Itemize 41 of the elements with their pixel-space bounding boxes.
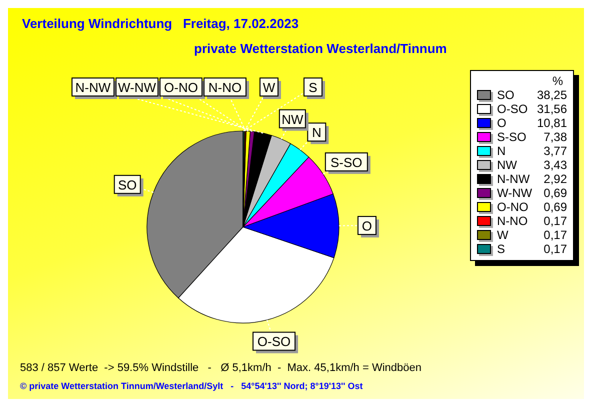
data-label: 2,92 xyxy=(544,172,567,186)
data-label: 0,17 xyxy=(544,214,567,228)
legend-label: N xyxy=(497,144,507,158)
chart-title: Verteilung Windrichtung Freitag, 17.02.2023 xyxy=(22,16,299,31)
data-label: 10,81 xyxy=(536,116,567,130)
legend-label: O-NO xyxy=(497,200,530,214)
slice-label: NW xyxy=(282,112,304,127)
data-label: 0,17 xyxy=(544,242,567,256)
text: 583 / 857 Werte -> 59.5% Windstille - Ø 5,1km/h - Max. 45,1km/h = Windböen xyxy=(20,362,422,374)
text: © private Wetterstation Tinnum/Westerland/Sylt - 54°54'13'' Nord; 8°19'13'' Ost xyxy=(20,381,363,391)
legend-label: N-NW xyxy=(497,172,531,186)
legend-label: SO xyxy=(497,88,516,102)
legend-label: O-SO xyxy=(497,102,529,116)
legend-title: % xyxy=(551,74,564,88)
slice-label: N-NO xyxy=(208,80,242,95)
legend-label: O xyxy=(497,116,508,130)
slice-label: O-SO xyxy=(257,334,291,350)
legend-label: NW xyxy=(497,158,518,172)
slice-label: S-SO xyxy=(330,154,362,170)
data-label: 7,38 xyxy=(544,130,567,144)
data-label: 3,43 xyxy=(544,158,567,172)
slice-label: O xyxy=(362,218,372,234)
slice-label: N-NW xyxy=(75,80,112,95)
legend-label: W xyxy=(497,228,510,242)
legend-label: S-SO xyxy=(497,130,528,144)
slice-label: N xyxy=(312,125,322,140)
slice-label: W-NW xyxy=(118,80,157,95)
chart-subtitle: private Wetterstation Westerland/Tinnum xyxy=(194,41,447,56)
data-label: 0,17 xyxy=(544,228,567,242)
data-label: 0,69 xyxy=(544,186,567,200)
slice-label: W xyxy=(262,80,276,95)
slice-label: O-NO xyxy=(164,80,198,95)
slice-label: SO xyxy=(118,177,137,192)
legend-label: S xyxy=(497,242,506,256)
slice-label: S xyxy=(308,80,318,95)
legend-label: N-NO xyxy=(497,214,529,228)
data-label: 38,25 xyxy=(536,88,567,102)
data-label: 3,77 xyxy=(544,144,567,158)
legend-label: W-NW xyxy=(497,186,534,200)
data-label: 0,69 xyxy=(544,200,567,214)
data-label: 31,56 xyxy=(536,102,567,116)
